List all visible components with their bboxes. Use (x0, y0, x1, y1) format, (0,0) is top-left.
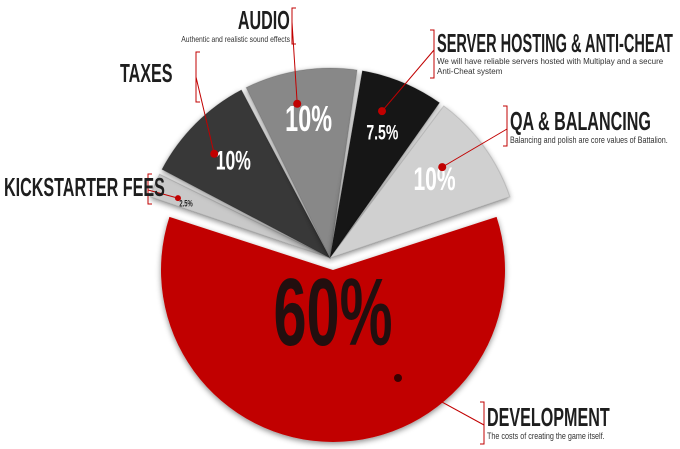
label-audio: AUDIO Authentic and realistic sound effe… (150, 7, 290, 44)
label-bracket (430, 29, 435, 79)
label-title: QA & BALANCING (510, 106, 651, 136)
label-description: The costs of creating the game itself. (487, 431, 605, 441)
label-title: AUDIO (238, 5, 290, 35)
pie-slice-taxes (161, 89, 332, 260)
label-server-hosting: SERVER HOSTING & ANTI-CHEAT We will have… (437, 30, 680, 77)
label-bracket (480, 401, 485, 445)
pie-value-label-development: 60% (273, 258, 392, 365)
label-description: We will have reliable servers hosted wit… (437, 57, 664, 76)
pie-value-label-kickstarter-fees: 2.5% (179, 198, 193, 209)
label-title: SERVER HOSTING & ANTI-CHEAT (437, 28, 673, 58)
pie-value-label-qa-balancing: 10% (413, 160, 455, 197)
leader-dot (174, 195, 181, 202)
leader-line (441, 128, 508, 168)
label-title: DEVELOPMENT (487, 402, 610, 432)
label-description: Balancing and polish are core values of … (510, 135, 668, 145)
label-development: DEVELOPMENT The costs of creating the ga… (487, 404, 680, 441)
pie-value-label-server-hosting-anti-cheat: 7.5% (366, 121, 398, 145)
label-description: Authentic and realistic sound effects (181, 34, 290, 44)
leader-line (195, 76, 215, 154)
label-title: TAXES (120, 58, 173, 88)
label-taxes: TAXES (120, 60, 205, 87)
label-bracket (147, 173, 152, 205)
label-bracket (291, 7, 296, 45)
leader-line (291, 21, 298, 104)
leader-line (147, 189, 179, 199)
pie-value-label-audio: 10% (285, 100, 332, 139)
pie-value-label-taxes: 10% (216, 144, 251, 175)
label-qa-balancing: QA & BALANCING Balancing and polish are … (510, 108, 680, 145)
leader-dot (394, 374, 402, 382)
label-bracket (503, 105, 508, 147)
pie-slice-qa-balancing (328, 105, 511, 259)
leader-line (381, 49, 435, 112)
pie-slice-development (160, 216, 505, 442)
pie-slice-kickstarter-fees (149, 173, 331, 259)
leader-dot (210, 149, 219, 158)
label-bracket (195, 51, 200, 103)
leader-dot (438, 163, 447, 172)
pie-slice-server-hosting-anti-cheat (329, 70, 441, 259)
leader-dot (293, 99, 302, 108)
label-title: KICKSTARTER FEES (4, 172, 165, 202)
pie-slice-audio (245, 67, 358, 260)
leader-dot (378, 107, 387, 116)
leader-line (397, 377, 485, 426)
label-kickstarter-fees: KICKSTARTER FEES (4, 174, 264, 201)
